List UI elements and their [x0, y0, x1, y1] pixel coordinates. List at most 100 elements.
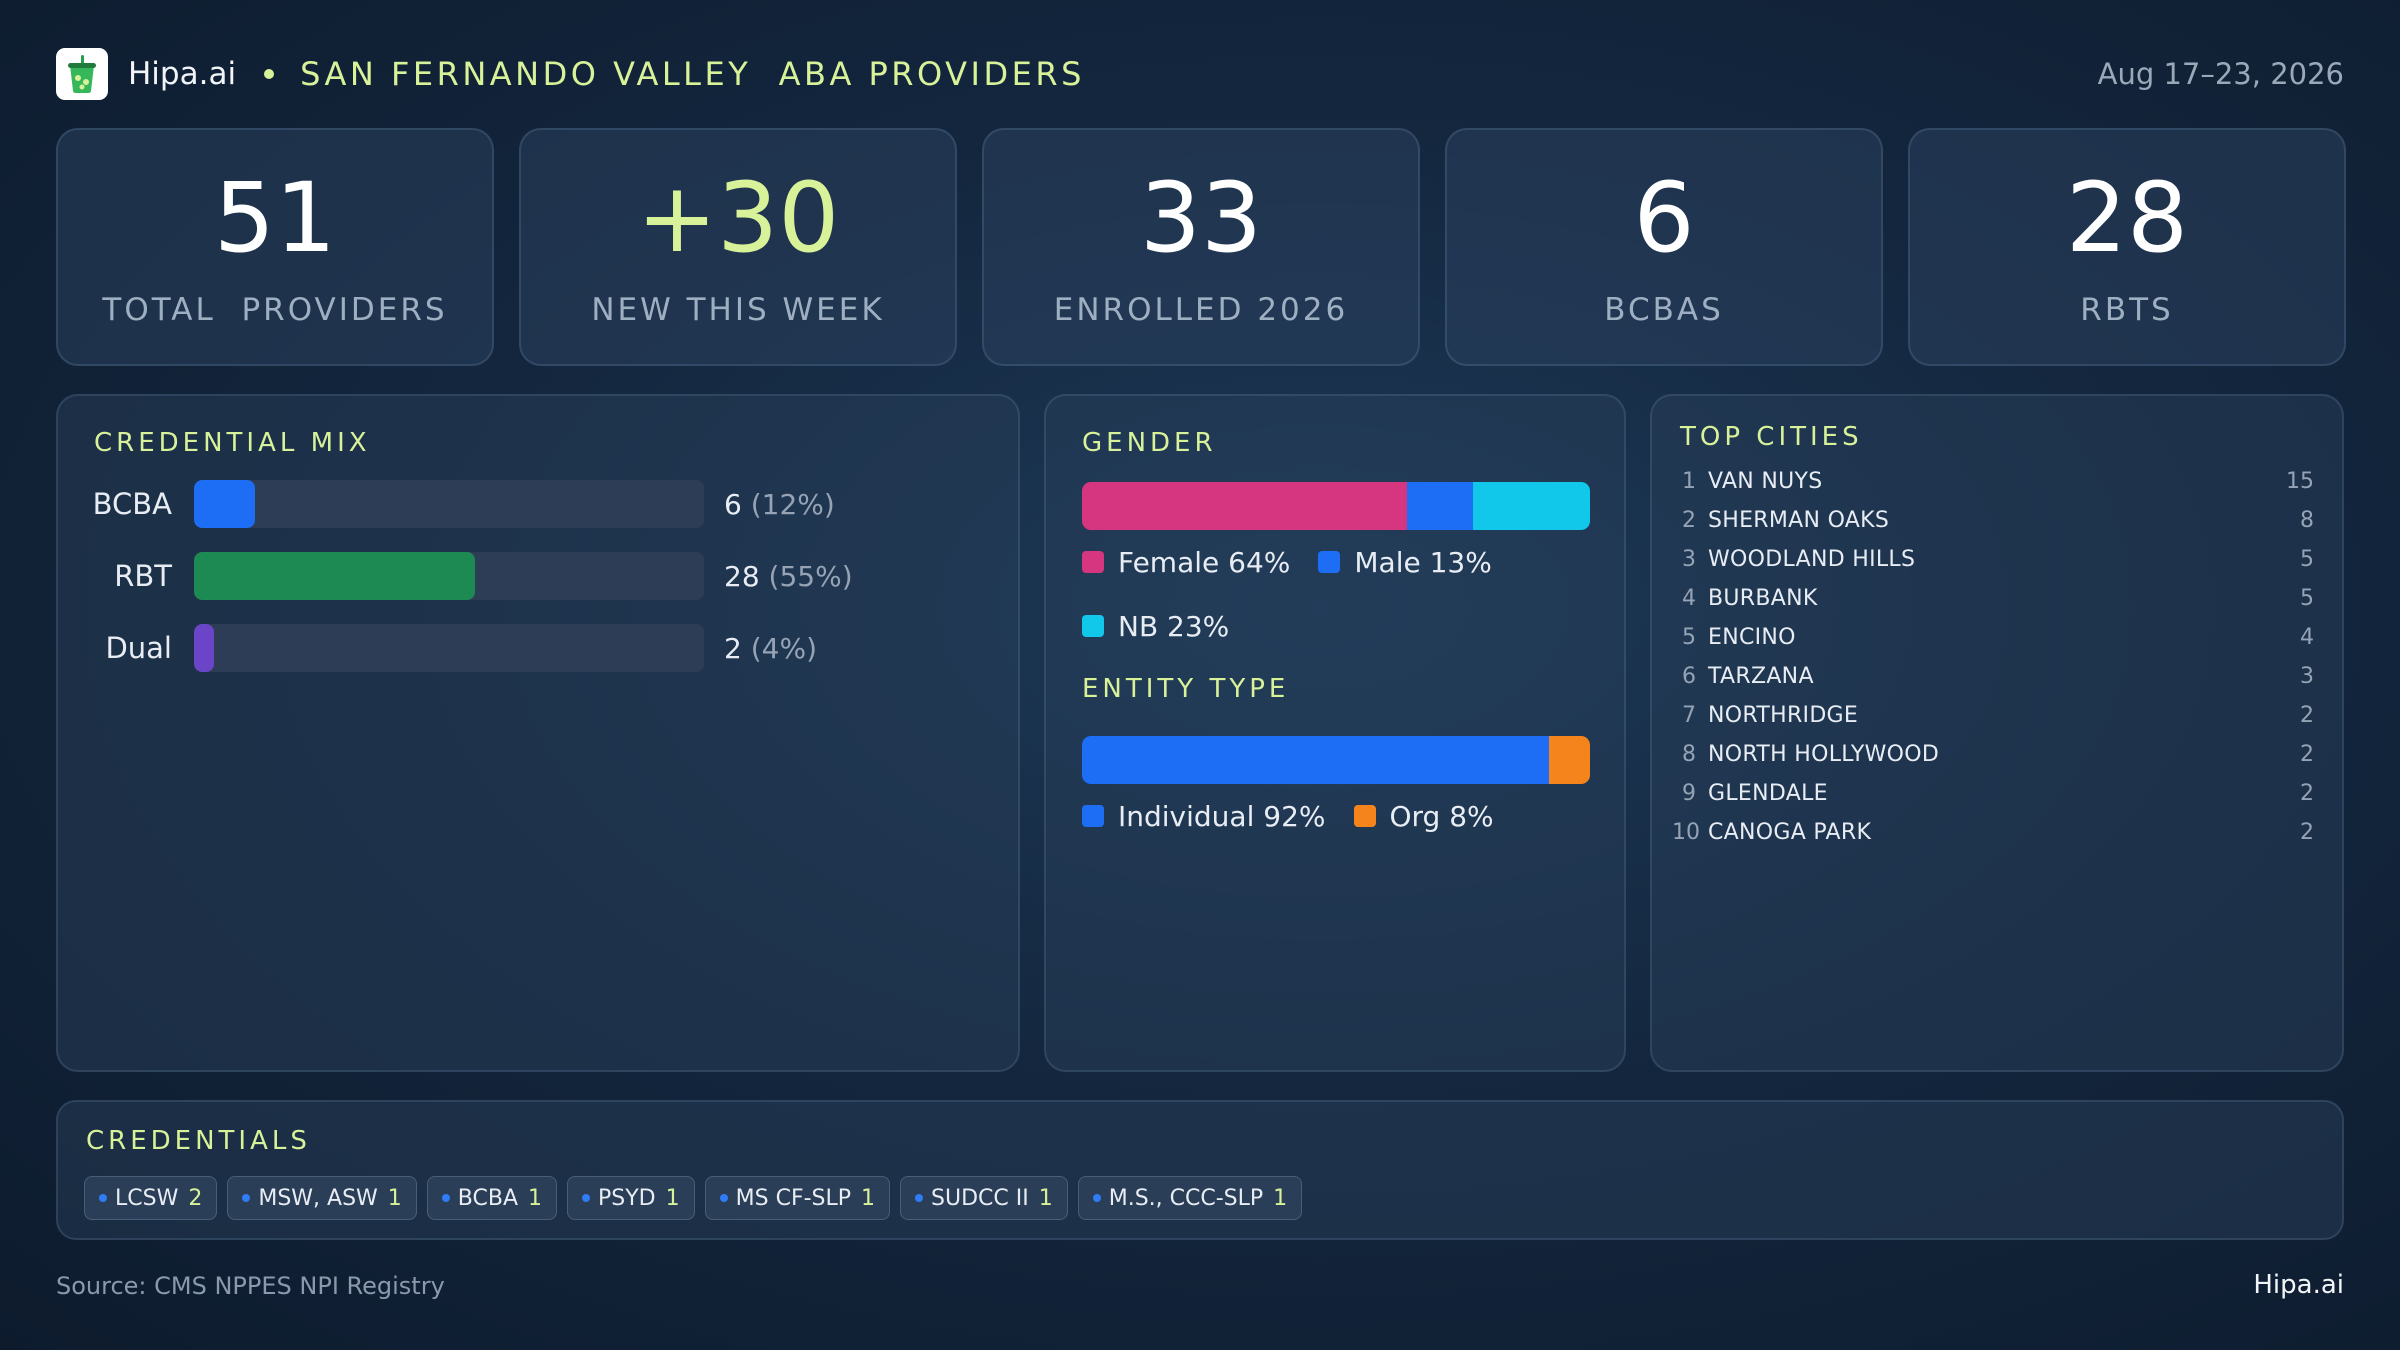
legend-item: Female 64% [1082, 530, 1290, 594]
credential-chip: LCSW 2 [84, 1176, 218, 1220]
top-cities-panel: TOP CITIES 1 VAN NUYS 15 2 SHERMAN OAKS 8 3 WOO… [1650, 394, 2344, 1072]
city-row: 5 ENCINO 4 [1672, 618, 2314, 657]
kpi-value: +30 [636, 162, 840, 274]
chip-count: 1 [387, 1185, 402, 1211]
bar-row-dual: Dual 2 (4%) [58, 624, 817, 672]
header: Hipa.ai SAN FERNANDO VALLEY ABA PROVIDER… [56, 46, 2344, 102]
city-rank: 7 [1682, 703, 1696, 728]
legend-item: Org 8% [1353, 784, 1494, 848]
chip-name: MS CF-SLP [735, 1185, 852, 1211]
chip-name: PSYD [598, 1185, 656, 1211]
chip-dot [441, 1194, 450, 1202]
city-row: 4 BURBANK 5 [1672, 579, 2314, 618]
city-row: 2 SHERMAN OAKS 8 [1672, 501, 2314, 540]
kpi-value: 28 [2065, 162, 2189, 274]
credential-chip: PSYD 1 [567, 1176, 695, 1220]
city-row: 8 NORTH HOLLYWOOD 2 [1672, 735, 2314, 774]
legend-swatch [1082, 615, 1104, 637]
city-name: BURBANK [1708, 586, 1818, 611]
city-rank: 2 [1682, 508, 1696, 533]
chip-name: M.S., CCC-SLP [1108, 1185, 1264, 1211]
kpi-new-this-week: +30 NEW THIS WEEK [519, 128, 957, 366]
city-rank: 6 [1682, 664, 1696, 689]
chip-count: 1 [1273, 1185, 1288, 1211]
chip-count: 1 [1038, 1185, 1053, 1211]
chip-dot [915, 1194, 924, 1202]
date-range: Aug 17–23, 2026 [2097, 57, 2344, 91]
chip-count: 2 [188, 1185, 203, 1211]
bar-row-rbt: RBT 28 (55%) [58, 552, 853, 600]
credential-chip: SUDCC II 1 [900, 1176, 1068, 1220]
brand-name: Hipa.ai [128, 56, 237, 92]
bar-label: Dual [105, 631, 172, 665]
city-row: 3 WOODLAND HILLS 5 [1672, 540, 2314, 579]
city-count: 3 [2300, 664, 2314, 689]
bar-track [194, 624, 704, 672]
city-name: WOODLAND HILLS [1708, 547, 1916, 572]
entity-type-title: ENTITY TYPE [1082, 674, 1290, 704]
gender-title: GENDER [1082, 428, 1217, 458]
panel-title: CREDENTIALS [86, 1126, 311, 1156]
chip-name: SUDCC II [931, 1185, 1029, 1211]
bar-percent: (4%) [750, 631, 818, 665]
legend-label: Female 64% [1118, 545, 1291, 579]
city-name: SHERMAN OAKS [1708, 508, 1890, 533]
chip-dot [1092, 1194, 1101, 1202]
legend-label: Org 8% [1389, 799, 1494, 833]
segment-2 [1473, 482, 1590, 530]
credential-chip: MS CF-SLP 1 [704, 1176, 891, 1220]
chip-name: BCBA [457, 1185, 519, 1211]
gender-stacked-bar [1082, 482, 1590, 530]
chip-name: MSW, ASW [258, 1185, 378, 1211]
credential-mix-panel: CREDENTIAL MIX BCBA 6 (12%) RBT 28 (55%)… [56, 394, 1020, 1072]
city-rank: 3 [1682, 547, 1696, 572]
legend-swatch [1353, 805, 1376, 827]
city-count: 2 [2300, 781, 2314, 806]
logo [56, 48, 108, 100]
credential-chip: BCBA 1 [426, 1176, 558, 1220]
bar-value-label: 28 (55%) [724, 560, 853, 593]
kpi-label: NEW THIS WEEK [591, 292, 885, 328]
city-row: 7 NORTHRIDGE 2 [1672, 696, 2314, 735]
chip-dot [99, 1194, 107, 1202]
city-name: TARZANA [1708, 664, 1814, 689]
legend-item: Male 13% [1318, 530, 1492, 594]
bar-count: 28 [724, 559, 760, 593]
chip-name: LCSW [115, 1185, 179, 1211]
bar-row-bcba: BCBA 6 (12%) [58, 480, 835, 528]
segment-0 [1082, 736, 1550, 784]
kpi-bcbas: 6 BCBAS [1445, 128, 1883, 366]
bar-track [194, 552, 704, 600]
credential-chips: LCSW 2 MSW, ASW 1 BCBA 1 PSYD 1 MS CF-SLP 1 SUDCC … [84, 1176, 1312, 1220]
bar-value-label: 2 (4%) [724, 632, 817, 665]
kpi-rbts: 28 RBTS [1908, 128, 2346, 366]
entity-stacked-bar [1082, 736, 1590, 784]
kpi-label: ENROLLED 2026 [1053, 292, 1349, 328]
city-name: CANOGA PARK [1708, 820, 1872, 845]
kpi-label: RBTS [2080, 292, 2174, 328]
kpi-enrolled-2026: 33 ENROLLED 2026 [982, 128, 1420, 366]
city-count: 4 [2300, 625, 2314, 650]
city-row: 9 GLENDALE 2 [1672, 774, 2314, 813]
city-count: 15 [2286, 469, 2314, 494]
city-row: 1 VAN NUYS 15 [1672, 462, 2314, 501]
demographics-panel: GENDER Female 64% Male 13% NB 23% ENTITY T… [1044, 394, 1626, 1072]
kpi-value: 51 [213, 162, 337, 274]
bar-label: RBT [114, 559, 172, 593]
kpi-value: 6 [1633, 162, 1695, 274]
legend-swatch [1082, 551, 1104, 573]
city-name: NORTHRIDGE [1708, 703, 1859, 728]
kpi-total-providers: 51 TOTAL PROVIDERS [56, 128, 494, 366]
city-name: GLENDALE [1708, 781, 1828, 806]
bar-count: 6 [724, 487, 742, 521]
city-count: 8 [2300, 508, 2314, 533]
gender-legend: Female 64% Male 13% NB 23% [1082, 530, 1582, 658]
city-rank: 4 [1682, 586, 1696, 611]
kpi-value: 33 [1139, 162, 1263, 274]
segment-1 [1549, 736, 1590, 784]
bar-percent: (12%) [750, 487, 835, 521]
chip-count: 1 [528, 1185, 543, 1211]
city-count: 2 [2300, 703, 2314, 728]
bar-bcba [194, 480, 256, 528]
city-count: 5 [2300, 586, 2314, 611]
